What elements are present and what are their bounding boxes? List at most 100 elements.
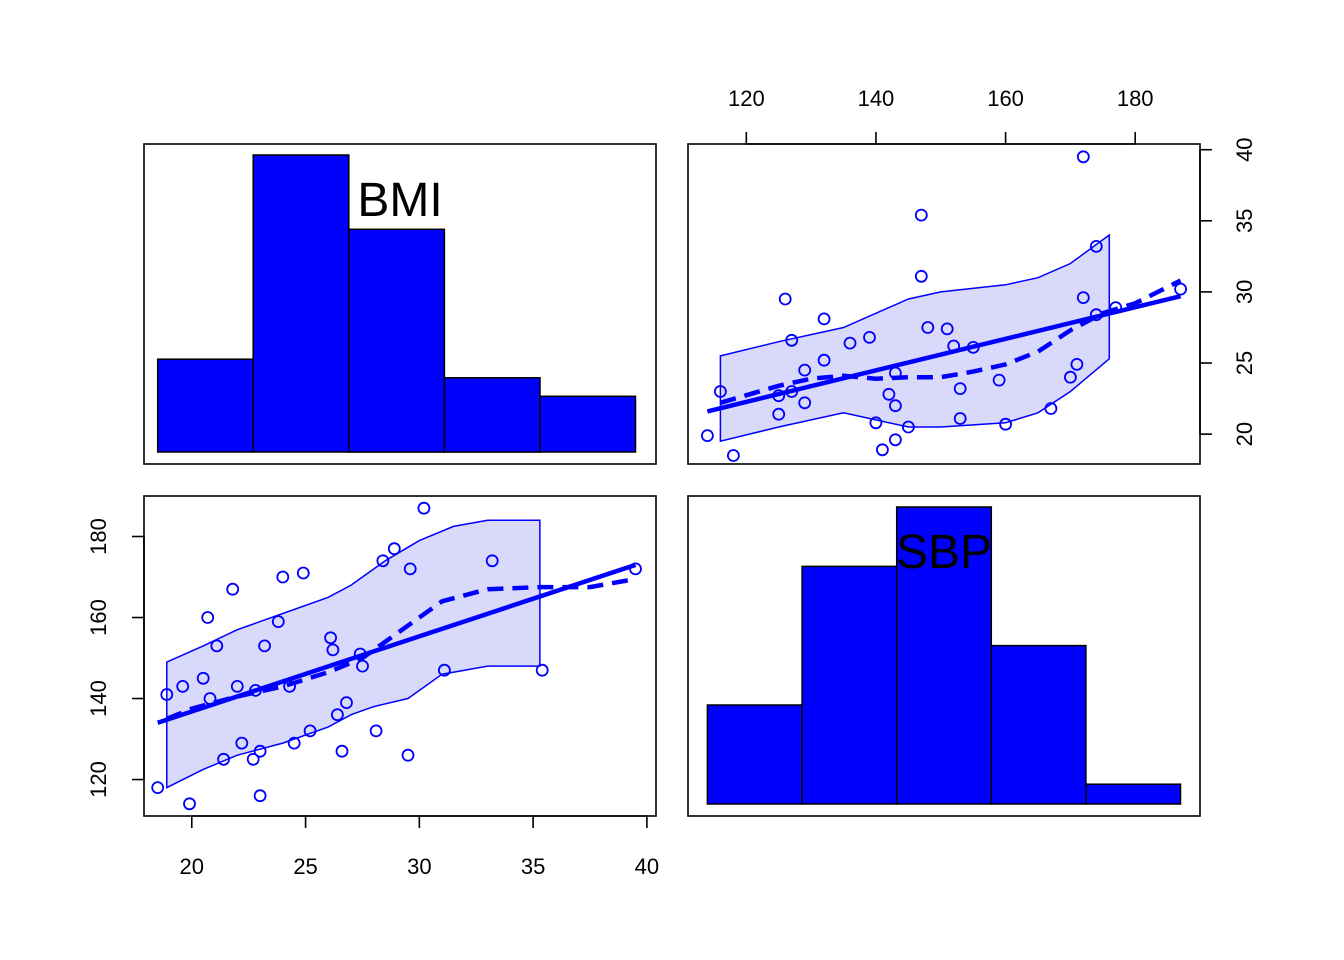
sbp-left-axis-tick-label: 140: [86, 680, 111, 717]
bmi-vs-sbp-point: [778, 292, 792, 306]
bmi-vs-sbp-point: [889, 433, 902, 447]
bmi-vs-sbp-point: [817, 312, 831, 326]
sbp-histogram-bar: [706, 704, 803, 805]
sbp-top-axis-tick-label: 140: [858, 86, 895, 111]
bmi-vs-sbp-point: [772, 389, 786, 403]
sbp-vs-bmi-point: [340, 696, 353, 709]
bmi-vs-sbp-point: [1089, 308, 1103, 322]
sbp-vs-bmi-point: [183, 797, 196, 811]
sbp-vs-bmi-point: [330, 708, 344, 722]
bmi-vs-sbp-point: [947, 339, 961, 353]
sbp-top-axis-tick-label: 120: [728, 86, 765, 111]
sbp-vs-bmi-point: [629, 562, 642, 576]
panel-frame-bmi-histogram: [143, 143, 657, 465]
bmi-vs-sbp-point: [889, 366, 902, 380]
bmi-right-axis-tick-label: 40: [1232, 137, 1257, 161]
sbp-vs-bmi-point: [249, 684, 262, 697]
sbp-left-axis-tick-label: 160: [86, 599, 111, 636]
bmi-vs-sbp-point: [843, 336, 857, 350]
sbp-vs-bmi-point: [335, 744, 349, 758]
bmi-vs-sbp-point: [1064, 370, 1077, 384]
sbp-vs-bmi-point: [283, 680, 297, 693]
bmi-vs-sbp-point: [785, 385, 799, 398]
sbp-vs-bmi-smooth-line: [165, 576, 636, 721]
sbp-vs-bmi-point: [160, 688, 174, 701]
sbp-vs-bmi-point: [210, 639, 224, 653]
sbp-histogram-bar: [990, 644, 1087, 805]
bmi-vs-sbp-point: [1089, 239, 1103, 253]
sbp-left-axis-tick-label: 180: [86, 518, 111, 555]
bmi-vs-sbp-point: [921, 321, 935, 334]
bmi-vs-sbp-point: [999, 417, 1012, 431]
sbp-histogram-bar: [895, 506, 993, 805]
sbp-vs-bmi-point: [151, 781, 165, 794]
bmi-vs-sbp-point: [914, 269, 928, 283]
bmi-vs-sbp-scatter: [701, 150, 1187, 462]
bmi-vs-sbp-point: [727, 449, 740, 462]
bmi-vs-sbp-point: [817, 353, 831, 367]
bmi-vs-sbp-point: [1174, 282, 1187, 296]
bmi-vs-sbp-point: [1076, 150, 1090, 164]
sbp-vs-bmi-point: [203, 692, 217, 705]
bmi-histogram: [156, 154, 637, 453]
bmi-bottom-axis-tick-label: 25: [293, 854, 317, 879]
sbp-vs-bmi-point: [253, 744, 267, 758]
sbp-vs-bmi-point: [303, 724, 317, 738]
bmi-vs-sbp-point: [940, 322, 954, 336]
sbp-top-axis-tick-label: 180: [1117, 86, 1154, 111]
sbp-vs-bmi-point: [387, 542, 401, 556]
diagonal-label-bmi: BMI: [357, 174, 442, 227]
sbp-vs-bmi-point: [369, 724, 383, 738]
bmi-vs-sbp-point: [876, 443, 889, 457]
sbp-vs-bmi-point: [196, 671, 210, 685]
bmi-histogram-bar: [443, 377, 541, 453]
bmi-vs-sbp-point: [714, 385, 727, 398]
sbp-histogram-bar: [801, 565, 898, 805]
bmi-vs-sbp-confidence-band: [719, 233, 1111, 443]
sbp-vs-bmi-point: [230, 680, 244, 693]
sbp-vs-bmi-point: [253, 789, 267, 803]
sbp-vs-bmi-point: [376, 554, 390, 568]
sbp-vs-bmi-point: [353, 647, 367, 661]
bmi-bottom-axis-tick-label: 30: [407, 854, 431, 879]
sbp-vs-bmi-point: [217, 752, 231, 766]
bmi-bottom-axis-tick-label: 40: [635, 854, 659, 879]
sbp-histogram-bar: [1085, 783, 1182, 805]
sbp-vs-bmi-point: [296, 566, 310, 580]
bmi-vs-sbp-point: [1076, 291, 1090, 305]
bmi-vs-sbp-point: [1044, 402, 1058, 415]
bmi-vs-sbp-point: [966, 340, 980, 354]
bmi-vs-sbp-point: [785, 333, 799, 347]
sbp-vs-bmi-point: [324, 631, 338, 645]
sbp-vs-bmi-point: [235, 736, 249, 750]
sbp-top-axis-tick-label: 160: [987, 86, 1024, 111]
bmi-vs-sbp-point: [772, 407, 786, 421]
sbp-vs-bmi-point: [401, 748, 415, 762]
sbp-vs-bmi-point: [176, 680, 190, 693]
bmi-vs-sbp-point: [863, 330, 876, 344]
sbp-vs-bmi-point: [356, 659, 369, 673]
sbp-vs-bmi-point: [403, 562, 417, 576]
sbp-vs-bmi-point: [437, 663, 451, 677]
bmi-bottom-axis-tick-label: 35: [521, 854, 545, 879]
bmi-vs-sbp-point: [902, 420, 915, 434]
panel-frame-sbp-histogram: [687, 495, 1201, 817]
bmi-vs-sbp-point: [889, 399, 902, 413]
sbp-left-axis-tick-label: 120: [86, 761, 111, 798]
bmi-right-axis-tick-label: 25: [1232, 351, 1257, 375]
bmi-vs-sbp-point: [701, 429, 714, 443]
sbp-vs-bmi-linear-fit-line: [156, 562, 637, 725]
axes: 20 25 30 35 40 120 140 160 180 120 140 160 180 20 25 30…: [86, 86, 1257, 879]
bmi-vs-sbp-point: [798, 396, 812, 410]
sbp-vs-bmi-confidence-band: [166, 519, 541, 789]
diagonal-label-sbp: SBP: [896, 526, 992, 579]
bmi-vs-sbp-point: [953, 382, 967, 396]
bmi-vs-sbp-point: [869, 416, 883, 430]
sbp-vs-bmi-point: [326, 643, 340, 657]
bmi-right-axis-tick-label: 30: [1232, 280, 1257, 304]
sbp-vs-bmi-point: [246, 752, 260, 766]
bmi-right-axis-tick-label: 20: [1232, 422, 1257, 446]
bmi-histogram-bar: [252, 154, 350, 453]
sbp-vs-bmi-point: [287, 736, 301, 750]
